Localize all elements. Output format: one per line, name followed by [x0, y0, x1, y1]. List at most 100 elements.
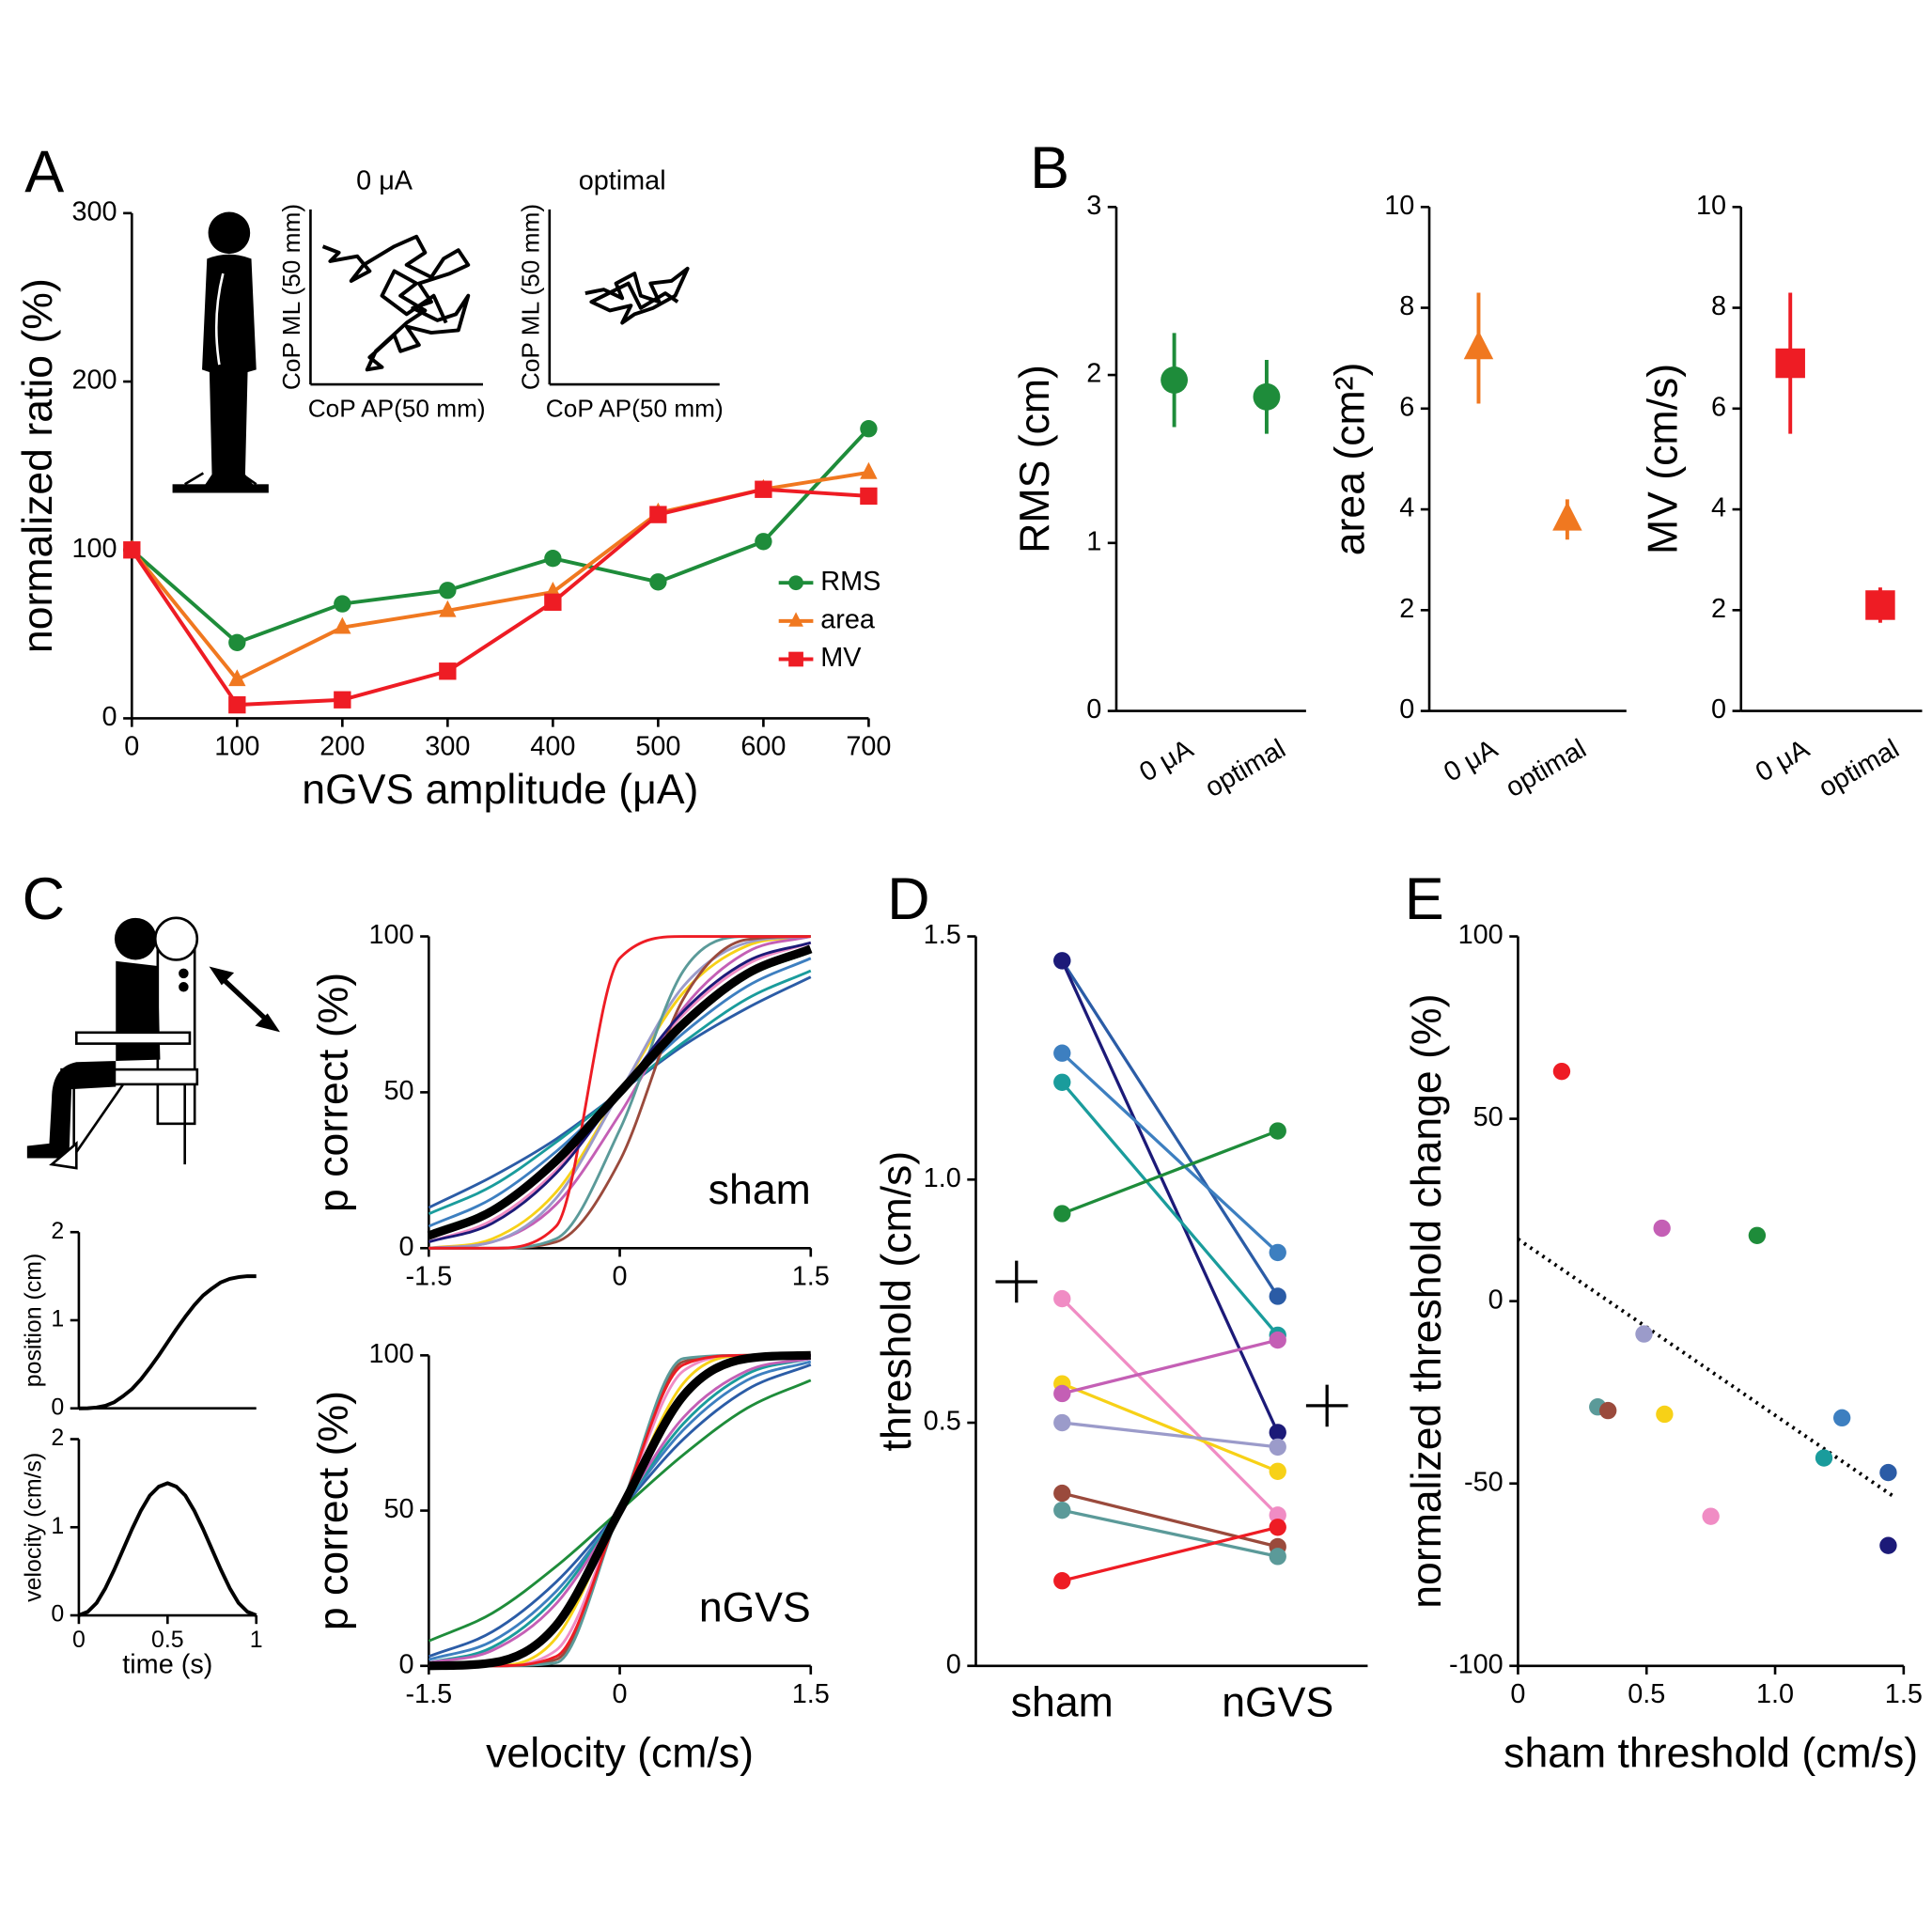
data-point: [228, 669, 246, 687]
data-point: [1269, 1331, 1286, 1349]
legend-marker: [788, 575, 803, 591]
y-tick-label: 10: [1696, 191, 1726, 221]
x-axis-label: time (s): [122, 1649, 212, 1679]
data-point: [1879, 1536, 1897, 1554]
y-tick-label: 4: [1399, 493, 1414, 523]
data-point: [860, 487, 878, 506]
x-tick-label: 1.5: [1885, 1679, 1923, 1709]
y-axis-label: RMS (cm): [1012, 365, 1058, 553]
data-line: [131, 427, 870, 645]
data-point: [649, 506, 667, 523]
data-point: [1161, 366, 1189, 394]
y-tick-label: 0: [1488, 1285, 1504, 1315]
inset-x-label: CoP AP(50 mm): [546, 395, 724, 423]
pair-line: [1060, 959, 1280, 1434]
panel-label: E: [1405, 866, 1444, 932]
y-tick-label: 2: [1086, 359, 1101, 389]
y-axis-label: p correct (%): [311, 973, 357, 1212]
y-tick-label: 0: [399, 1232, 414, 1262]
panel-label: B: [1030, 135, 1069, 201]
pair-line: [1061, 1338, 1279, 1395]
data-line: [428, 1350, 811, 1671]
legend-marker: [788, 612, 803, 627]
data-point: [228, 695, 246, 714]
data-point: [1053, 1413, 1071, 1432]
y-tick-label: 0: [946, 1649, 961, 1679]
y-tick-label: 200: [71, 366, 117, 396]
data-point: [1269, 1287, 1286, 1305]
y-tick-label: 0: [102, 702, 117, 732]
x-tick-label: 300: [425, 732, 470, 762]
data-point: [1269, 1438, 1286, 1457]
x-axis-label: nGVS amplitude (μA): [302, 767, 698, 813]
data-point: [1253, 382, 1281, 411]
y-tick-label: 6: [1711, 392, 1726, 422]
data-point: [1463, 330, 1494, 360]
y-tick-label: 100: [368, 920, 413, 950]
data-point: [1269, 1519, 1286, 1536]
data-point: [1775, 348, 1805, 379]
x-tick-label: 1.5: [792, 1261, 830, 1291]
y-axis-label: threshold (cm/s): [874, 1151, 920, 1452]
y-axis-label: area (cm²): [1328, 363, 1374, 556]
y-tick-label: 50: [383, 1494, 413, 1524]
legend-marker: [788, 651, 803, 667]
x-tick-label: 0.5: [151, 1627, 184, 1653]
y-tick-label: 4: [1711, 493, 1726, 523]
y-tick-label: 50: [383, 1076, 413, 1106]
y-tick-label: 2: [1399, 594, 1414, 624]
data-point: [1053, 1384, 1071, 1403]
inset-y-label: CoP ML (50 mm): [516, 204, 544, 390]
cop-trace: [321, 234, 471, 372]
y-tick-label: 50: [1473, 1102, 1504, 1132]
x-tick-label: 0.5: [1628, 1679, 1665, 1709]
data-point: [1269, 1122, 1286, 1140]
inset-x-label: CoP AP(50 mm): [308, 395, 486, 423]
y-tick-label: 0: [1399, 694, 1414, 724]
x-tick-label: 0: [124, 732, 139, 762]
seated-figure: [26, 916, 280, 1170]
pair-line: [1061, 1081, 1279, 1336]
pair-line: [1061, 1508, 1279, 1558]
data-point: [1552, 501, 1582, 531]
inset-title: optimal: [579, 166, 666, 196]
x-tick-label: sham: [1011, 1680, 1114, 1726]
pair-line: [1061, 1052, 1279, 1254]
pair-line: [1060, 959, 1280, 1298]
data-point: [860, 461, 878, 479]
y-tick-label: 8: [1399, 291, 1414, 321]
data-point: [1832, 1409, 1851, 1427]
panel-label: A: [24, 139, 64, 205]
y-tick-label: 3: [1086, 191, 1101, 221]
data-point: [1656, 1405, 1674, 1424]
y-axis-label: velocity (cm/s): [20, 1453, 46, 1602]
data-point: [1635, 1325, 1653, 1343]
data-point: [1653, 1219, 1671, 1238]
legend-label: area: [820, 604, 876, 634]
pair-line: [1061, 1297, 1279, 1517]
data-point: [1865, 590, 1895, 620]
data-point: [1269, 1243, 1286, 1262]
y-tick-label: 100: [71, 534, 117, 564]
y-tick-label: 0: [1086, 694, 1101, 724]
data-point: [334, 691, 351, 709]
panel-label: D: [887, 866, 929, 932]
data-line: [130, 487, 869, 708]
data-point: [860, 420, 878, 438]
pair-line: [1061, 1491, 1279, 1549]
legend-label: MV: [820, 643, 862, 673]
panel-text: nGVS: [699, 1585, 811, 1631]
y-tick-label: 0: [399, 1649, 414, 1679]
y-axis-label: MV (cm/s): [1641, 364, 1687, 554]
y-tick-label: 6: [1399, 392, 1414, 422]
data-point: [1053, 1205, 1071, 1223]
y-tick-label: 1: [1086, 526, 1101, 556]
x-tick-label: -1.5: [405, 1679, 452, 1709]
data-point: [755, 480, 772, 498]
x-tick-label: 1: [250, 1627, 263, 1653]
data-point: [1053, 952, 1071, 970]
panel-label: C: [23, 866, 65, 932]
data-point: [123, 541, 141, 559]
x-tick-label: -1.5: [405, 1261, 452, 1291]
